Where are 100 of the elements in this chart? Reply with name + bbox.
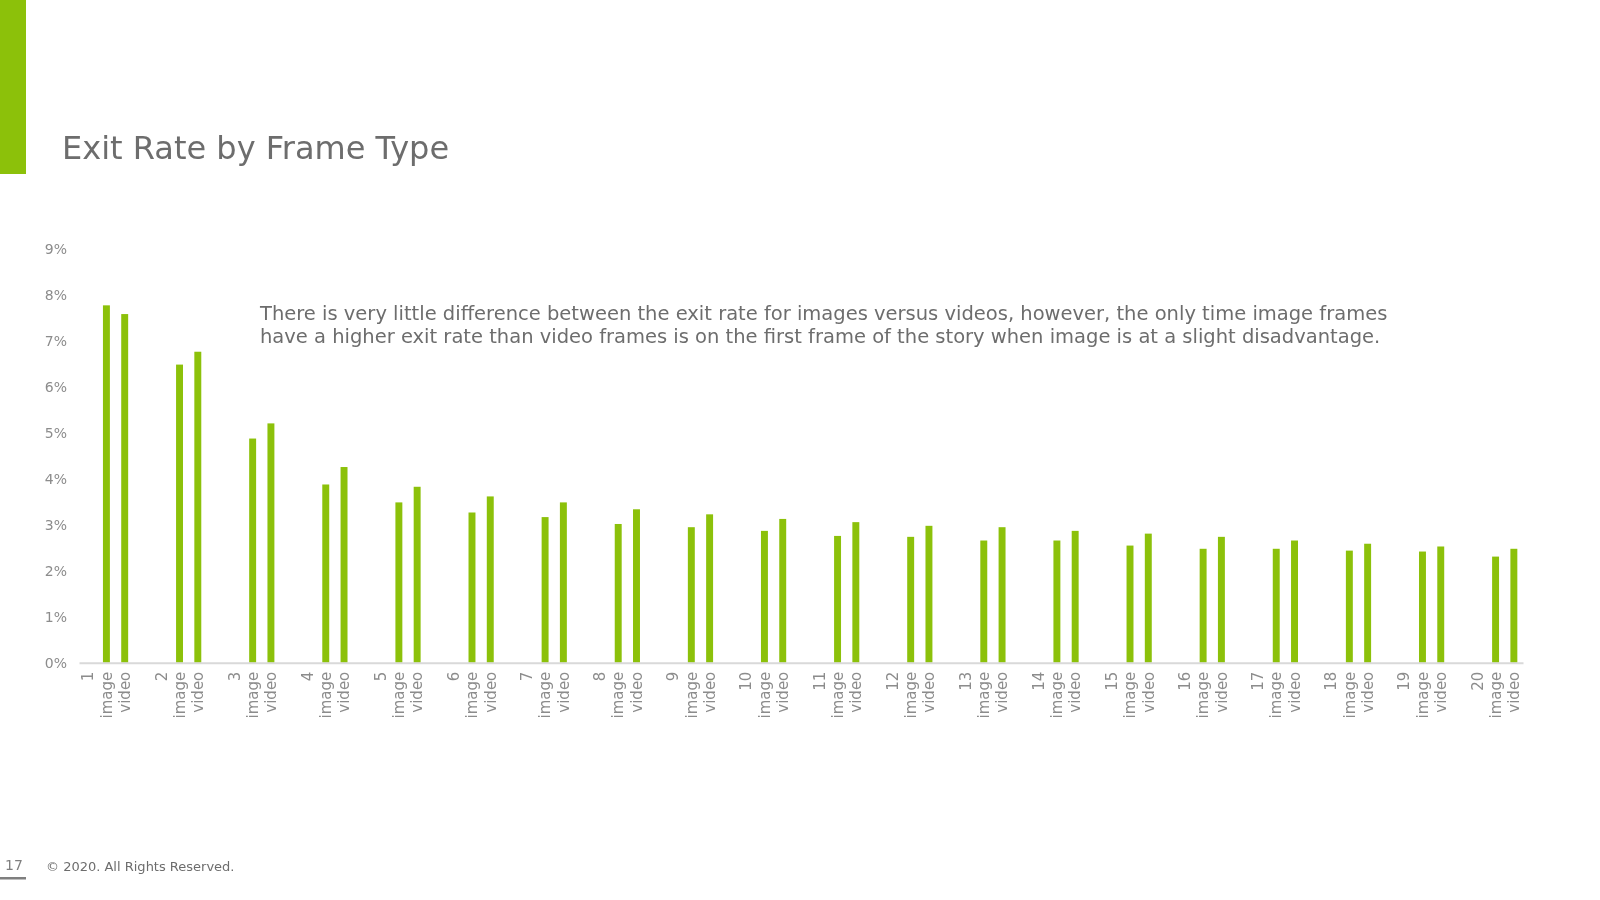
x-tick-label: image bbox=[1486, 671, 1505, 719]
bar bbox=[1053, 540, 1061, 663]
bar bbox=[1419, 551, 1426, 663]
annotation: There is very little difference between the exit rate for images versus videos, however, the only time image frames have a higher exit rate than video frames is on the first frame of the story when image is at a slight disadvantage. bbox=[259, 302, 1388, 348]
bar bbox=[176, 364, 183, 663]
bar bbox=[980, 540, 988, 663]
bar bbox=[1492, 556, 1500, 663]
x-tick-label: image bbox=[1340, 671, 1359, 719]
bar bbox=[834, 535, 842, 663]
x-tick-label: image bbox=[828, 671, 847, 719]
x-tick-label: 19 bbox=[1395, 671, 1414, 691]
bar bbox=[633, 509, 640, 663]
x-tick-label: video bbox=[408, 671, 427, 713]
x-tick-label: video bbox=[335, 671, 354, 713]
x-tick-label: image bbox=[1413, 671, 1432, 719]
x-tick-label: image bbox=[463, 671, 482, 719]
bar bbox=[102, 305, 110, 663]
x-tick-label: video bbox=[627, 671, 646, 713]
x-tick-label: image bbox=[609, 671, 628, 719]
bar bbox=[267, 423, 275, 663]
bar bbox=[1291, 540, 1298, 663]
x-tick-label: 6 bbox=[444, 671, 463, 682]
bar bbox=[760, 530, 768, 663]
bar bbox=[779, 518, 787, 663]
x-tick-label: video bbox=[189, 671, 208, 713]
bar bbox=[687, 527, 695, 663]
bar bbox=[1345, 550, 1353, 663]
bar bbox=[121, 314, 129, 663]
bar bbox=[541, 517, 549, 663]
x-tick-label: 18 bbox=[1322, 671, 1341, 691]
x-tick-label: image bbox=[170, 671, 189, 719]
x-tick-label: video bbox=[773, 671, 792, 713]
x-tick-label: video bbox=[920, 671, 939, 713]
x-tick-label: video bbox=[115, 671, 134, 713]
x-tick-label: 15 bbox=[1102, 671, 1121, 691]
bar bbox=[413, 486, 421, 663]
x-tick-label: 4 bbox=[298, 671, 317, 682]
bar bbox=[559, 502, 567, 663]
bar bbox=[1437, 546, 1445, 663]
x-tick-label: 1 bbox=[79, 671, 98, 682]
bar bbox=[194, 351, 202, 663]
bar bbox=[340, 467, 348, 663]
x-tick-label: 7 bbox=[518, 671, 537, 682]
bar bbox=[486, 496, 494, 663]
y-tick-label: 3% bbox=[44, 516, 67, 533]
x-tick-label: image bbox=[536, 671, 555, 719]
x-tick-label: 9 bbox=[664, 671, 683, 682]
x-tick-label: image bbox=[1048, 671, 1067, 719]
x-tick-label: image bbox=[975, 671, 994, 719]
x-tick-label: video bbox=[1505, 671, 1524, 713]
x-tick-label: 8 bbox=[591, 671, 610, 682]
x-tick-label: image bbox=[390, 671, 409, 719]
x-tick-label: video bbox=[1139, 671, 1158, 713]
y-tick-label: 7% bbox=[44, 333, 67, 350]
y-tick-label: 8% bbox=[44, 287, 67, 304]
x-tick-label: video bbox=[1212, 671, 1231, 713]
x-tick-label: video bbox=[1432, 671, 1450, 713]
x-tick-label: image bbox=[755, 671, 774, 719]
x-tick-label: video bbox=[1066, 671, 1085, 713]
y-tick-label: 4% bbox=[44, 470, 67, 487]
x-tick-label: image bbox=[97, 671, 116, 719]
y-tick-label: 6% bbox=[44, 379, 67, 396]
x-tick-label: video bbox=[481, 671, 500, 713]
y-tick-label: 0% bbox=[44, 654, 67, 671]
bar bbox=[395, 502, 403, 663]
bar bbox=[1144, 533, 1152, 663]
x-tick-label: video bbox=[1285, 671, 1304, 713]
x-tick-label: video bbox=[1358, 671, 1377, 713]
bar bbox=[1217, 536, 1225, 663]
bar bbox=[852, 522, 860, 663]
text: © 2020. All Rights Reserved. bbox=[46, 859, 235, 874]
x-tick-label: 5 bbox=[371, 671, 390, 682]
bar bbox=[249, 438, 257, 663]
x-tick-label: image bbox=[1121, 671, 1140, 719]
x-tick-label: 12 bbox=[883, 671, 902, 691]
bar bbox=[1199, 548, 1207, 663]
bar bbox=[1272, 548, 1280, 663]
x-tick-label: 11 bbox=[810, 671, 829, 691]
bar bbox=[614, 523, 622, 663]
x-tick-label: image bbox=[1194, 671, 1213, 719]
bar bbox=[998, 527, 1006, 663]
bar bbox=[907, 536, 915, 663]
y-tick-label: 5% bbox=[44, 425, 67, 442]
x-tick-label: 2 bbox=[152, 671, 171, 682]
x-tick-label: 14 bbox=[1029, 671, 1048, 691]
bar bbox=[925, 525, 933, 663]
x-tick-label: image bbox=[901, 671, 920, 719]
y-tick-label: 9% bbox=[44, 241, 67, 258]
x-tick-label: 13 bbox=[956, 671, 975, 691]
x-tick-label: 10 bbox=[737, 671, 756, 691]
x-tick-label: video bbox=[993, 671, 1012, 713]
bar bbox=[322, 484, 330, 663]
x-tick-label: video bbox=[554, 671, 573, 713]
x-tick-label: image bbox=[317, 671, 336, 719]
x-tick-label: image bbox=[243, 671, 262, 719]
bar bbox=[1364, 543, 1372, 663]
y-tick-label: 1% bbox=[44, 608, 67, 625]
x-tick-label: video bbox=[700, 671, 719, 713]
y-tick-label: 2% bbox=[44, 562, 67, 579]
x-tick-label: video bbox=[262, 671, 281, 713]
